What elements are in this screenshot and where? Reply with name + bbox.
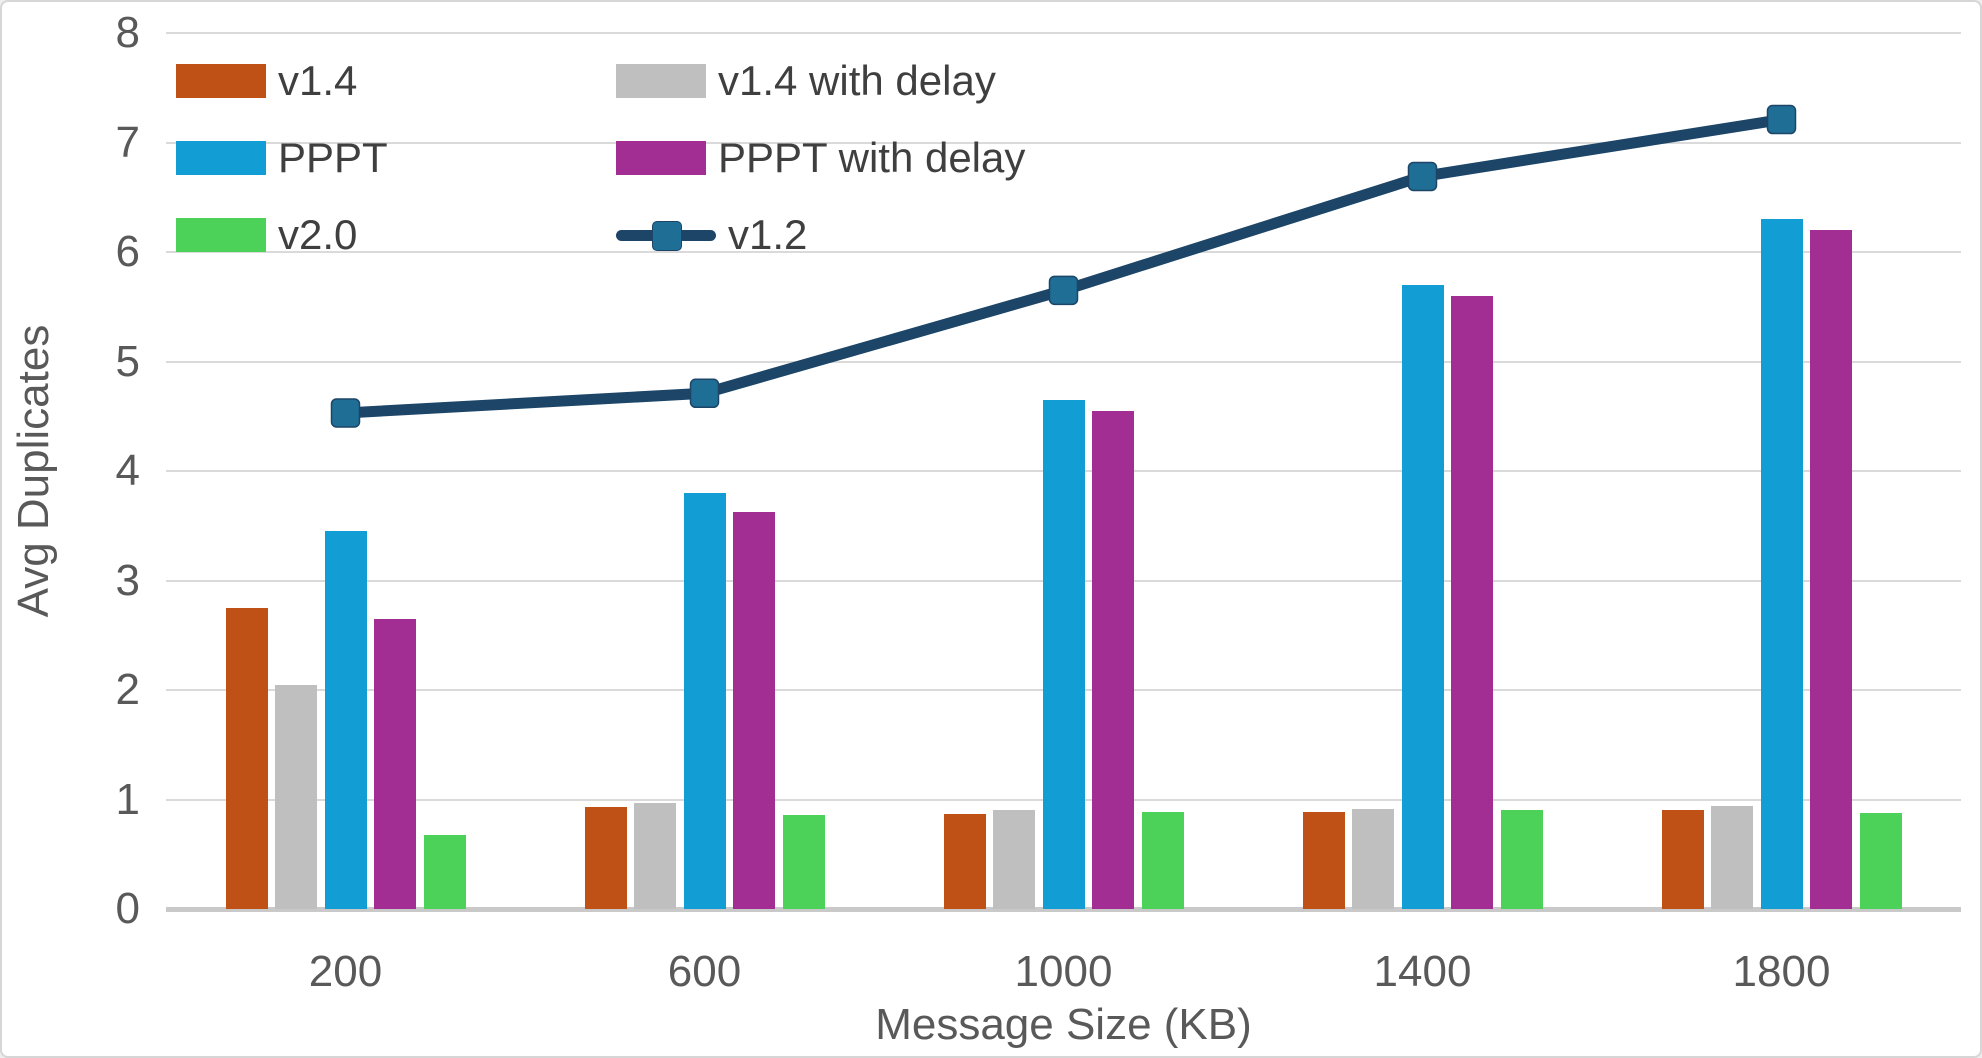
legend-item-v1.2: v1.2: [616, 196, 1025, 273]
bar-v1.4-with-delay-1400: [1352, 809, 1394, 909]
bar-pppt-with-delay-200: [374, 618, 416, 909]
bar-v1.4-with-delay-600: [634, 802, 676, 909]
legend-label: v1.4: [278, 56, 358, 104]
v1.2-marker-600: [689, 378, 720, 409]
gridline-y7: [166, 141, 1961, 144]
gridline-y8: [166, 32, 1961, 34]
x-tick-label-600: 600: [667, 947, 742, 996]
bar-v2.0-1400: [1500, 810, 1543, 909]
bar-v1.4-200: [225, 607, 268, 909]
bar-v1.4-with-delay-1000: [993, 810, 1035, 909]
legend-label: v1.4 with delay: [718, 56, 996, 104]
x-tick-label-1000: 1000: [1014, 947, 1113, 996]
y-tick-label-2: 2: [115, 665, 140, 714]
bar-pppt-with-delay-600: [733, 511, 775, 909]
bar-pppt-with-delay-1000: [1092, 410, 1134, 909]
bar-v2.0-1800: [1859, 812, 1902, 909]
bar-pppt-600: [683, 492, 726, 909]
gridline-y6: [166, 251, 1961, 253]
y-tick-label-1: 1: [115, 774, 140, 824]
legend-line-marker-icon: [616, 218, 716, 252]
y-tick-label-4: 4: [115, 446, 140, 495]
y-tick-label-7: 7: [115, 117, 140, 167]
bar-pppt-with-delay-1800: [1810, 230, 1852, 909]
v1.2-marker-1800: [1766, 104, 1797, 135]
bar-v1.4-1400: [1302, 811, 1345, 909]
bar-pppt-200: [324, 531, 367, 909]
bar-pppt-with-delay-1400: [1451, 295, 1493, 909]
bar-v2.0-200: [423, 834, 466, 909]
legend-label: PPPT: [278, 133, 388, 181]
legend: v1.4 v1.4 with delay PPPT PPPT with delay v2…: [176, 42, 1025, 273]
plot-area: [166, 32, 1961, 912]
legend-item-v1.4-with-delay: v1.4 with delay: [616, 42, 1025, 119]
bar-v2.0-600: [782, 814, 825, 909]
legend-swatch-icon: [616, 63, 706, 98]
bar-v2.0-1000: [1141, 811, 1184, 909]
legend-swatch-icon: [616, 140, 706, 175]
v1.2-marker-1400: [1407, 161, 1438, 192]
legend-swatch-icon: [176, 63, 266, 98]
v1.2-marker-200: [330, 398, 361, 428]
x-tick-label-200: 200: [308, 947, 383, 996]
bar-pppt-1800: [1760, 219, 1803, 909]
legend-item-v2.0: v2.0: [176, 196, 616, 273]
y-tick-label-5: 5: [115, 336, 140, 386]
x-tick-label-1400: 1400: [1373, 947, 1472, 996]
v1.2-marker-1000: [1048, 275, 1079, 306]
legend-label: v2.0: [278, 210, 358, 258]
line-overlay: [330, 104, 1797, 428]
legend-item-v1.4: v1.4: [176, 42, 616, 119]
bar-v1.4-1800: [1661, 810, 1704, 909]
x-axis-title: Message Size (KB): [875, 1000, 1252, 1049]
legend-swatch-icon: [176, 140, 266, 175]
bar-pppt-1000: [1042, 399, 1085, 909]
y-tick-label-6: 6: [115, 227, 140, 276]
y-tick-label-0: 0: [115, 884, 140, 933]
bar-v1.4-with-delay-1800: [1711, 806, 1753, 909]
legend-item-pppt: PPPT: [176, 119, 616, 196]
bar-v1.4-600: [584, 807, 627, 909]
legend-label: PPPT with delay: [718, 133, 1026, 181]
y-tick-label-8: 8: [115, 8, 140, 57]
bar-v1.4-with-delay-200: [275, 684, 317, 909]
legend-label: v1.2: [728, 210, 808, 258]
y-tick-label-3: 3: [115, 555, 140, 605]
gridline-y5: [166, 360, 1961, 363]
legend-item-pppt-with-delay: PPPT with delay: [616, 119, 1025, 196]
x-axis-line: [166, 907, 1961, 912]
x-tick-label-1800: 1800: [1732, 947, 1831, 996]
legend-line-marker: [652, 220, 682, 251]
legend-swatch-icon: [176, 217, 266, 252]
bar-pppt-1400: [1401, 284, 1444, 909]
bar-v1.4-1000: [943, 813, 986, 909]
